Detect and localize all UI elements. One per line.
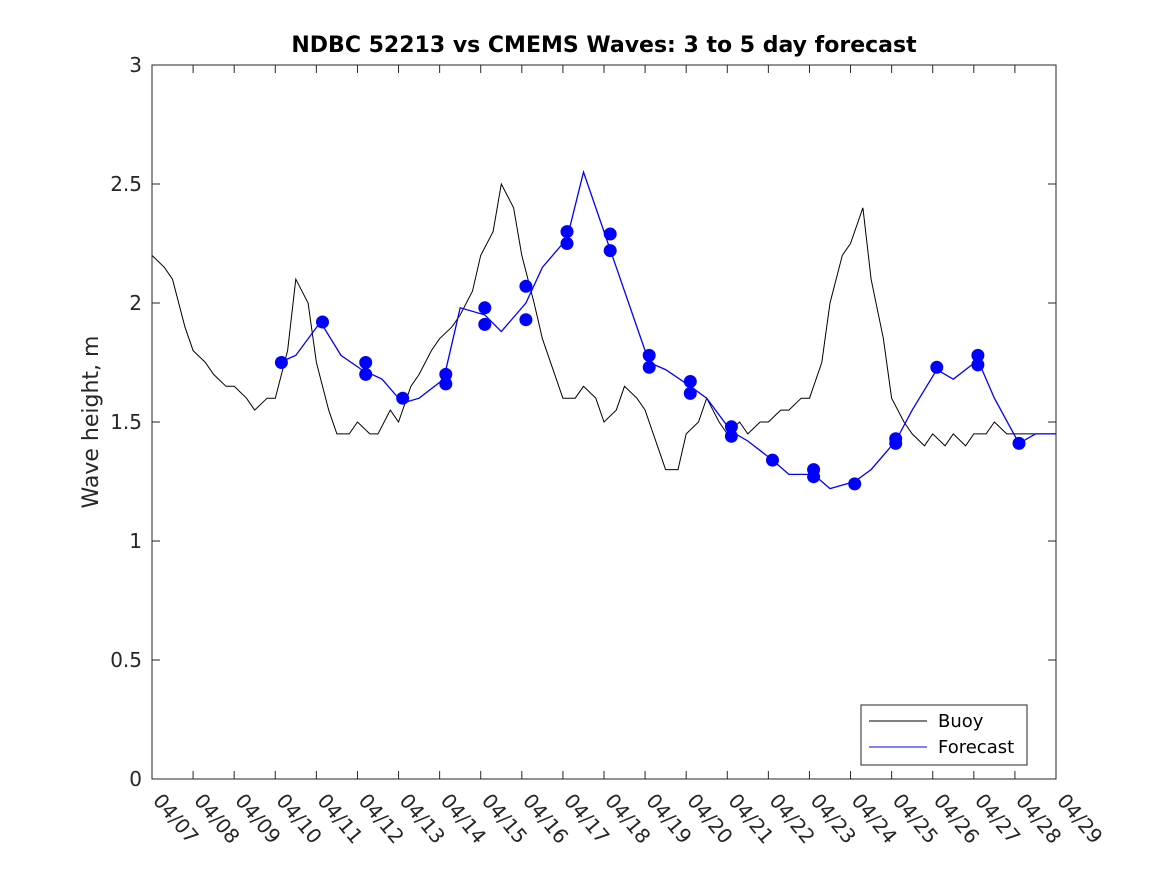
forecast-marker — [439, 377, 453, 391]
chart-title: NDBC 52213 vs CMEMS Waves: 3 to 5 day fo… — [291, 33, 917, 58]
forecast-marker — [439, 367, 453, 381]
legend-box — [860, 704, 1028, 766]
forecast-marker — [724, 420, 738, 434]
legend: Buoy Forecast — [860, 704, 1028, 766]
forecast-marker — [930, 360, 944, 374]
forecast-marker — [642, 348, 656, 362]
series-line-buoy — [151, 182, 1056, 471]
forecast-marker — [359, 356, 373, 369]
y-tick-label: 0.5 — [110, 648, 142, 672]
forecast-marker — [889, 436, 903, 450]
forecast-marker — [603, 227, 617, 241]
forecast-marker — [971, 348, 985, 362]
y-axis: 0 0.5 1 1.5 2 2.5 3 — [110, 53, 1056, 791]
marker-layer — [274, 225, 1026, 491]
forecast-marker — [971, 358, 985, 372]
y-tick-label: 1.5 — [110, 410, 142, 434]
forecast-marker — [683, 386, 697, 400]
legend-label-buoy: Buoy — [938, 711, 984, 732]
forecast-marker — [603, 244, 617, 258]
y-axis-label: Wave height, m — [79, 336, 104, 509]
y-tick-label: 3 — [129, 53, 142, 77]
forecast-marker — [519, 313, 533, 327]
y-tick-label: 0 — [129, 767, 142, 791]
forecast-marker — [560, 237, 574, 250]
forecast-marker — [478, 301, 492, 315]
forecast-marker — [1012, 436, 1026, 450]
forecast-marker — [642, 360, 656, 374]
forecast-marker — [683, 375, 697, 388]
y-tick-label: 2.5 — [110, 172, 142, 196]
forecast-marker — [274, 356, 288, 369]
forecast-marker — [560, 225, 574, 239]
forecast-marker — [478, 317, 492, 331]
forecast-marker — [807, 470, 821, 484]
legend-label-forecast: Forecast — [938, 737, 1014, 758]
forecast-marker — [766, 453, 779, 467]
forecast-marker — [396, 391, 410, 405]
forecast-marker — [316, 315, 329, 329]
forecast-marker — [359, 367, 373, 381]
forecast-marker — [724, 429, 738, 443]
forecast-marker — [848, 477, 862, 491]
y-tick-label: 2 — [129, 291, 142, 315]
y-tick-label: 1 — [129, 529, 142, 553]
forecast-marker — [519, 279, 533, 293]
